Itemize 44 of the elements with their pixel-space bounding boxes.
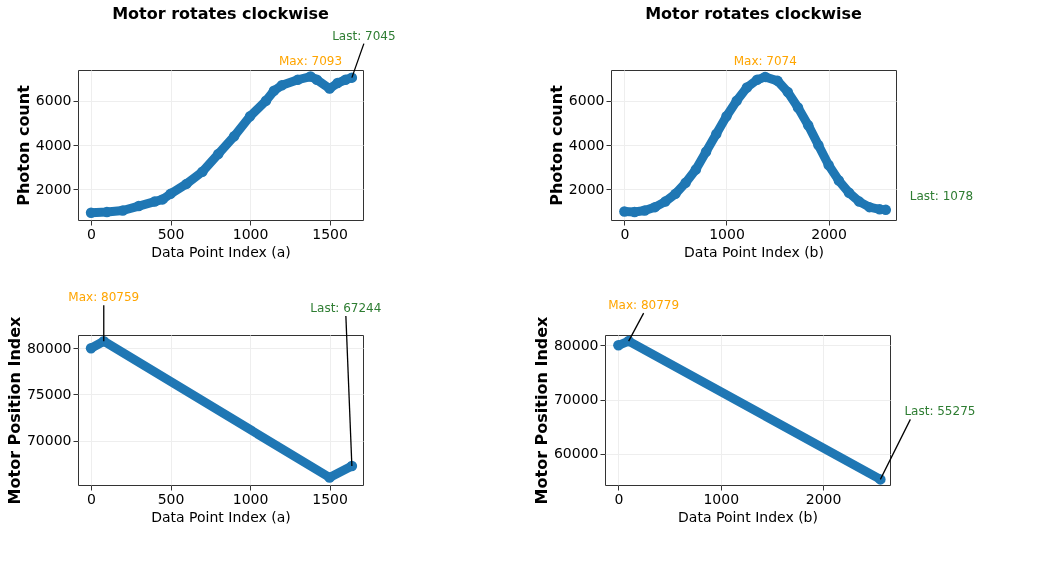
annotation: Max: 80759 — [68, 290, 140, 305]
x-tick-label: 2000 — [811, 225, 847, 242]
y-tick-label: 4000 — [568, 136, 605, 153]
x-axis-title: Data Point Index (a) — [151, 508, 291, 525]
x-tick-label: 500 — [157, 225, 185, 242]
annotation: Max: 7093 — [278, 53, 343, 68]
x-tick-label: 1000 — [232, 225, 269, 242]
x-tick-label: 0 — [614, 490, 624, 507]
y-axis-title: Motor Position Index — [531, 315, 551, 505]
chart-title: Motor rotates clockwise — [112, 4, 329, 23]
chart-title: Motor rotates clockwise — [645, 4, 862, 23]
y-tick-label: 70000 — [553, 391, 599, 408]
y-tick-label: 80000 — [553, 336, 599, 353]
annotation: Last: 1078 — [909, 188, 974, 203]
x-axis-title: Data Point Index (a) — [151, 243, 291, 260]
annotation: Last: 55275 — [904, 404, 976, 419]
x-axis-title: Data Point Index (b) — [678, 508, 818, 525]
x-tick-label: 1000 — [709, 225, 745, 242]
y-tick-label: 2000 — [35, 180, 72, 197]
x-tick-label: 2000 — [805, 490, 842, 507]
y-tick-label: 60000 — [553, 445, 599, 462]
y-tick-label: 6000 — [35, 92, 72, 109]
y-axis-title: Photon count — [13, 84, 33, 206]
x-tick-label: 0 — [87, 490, 96, 507]
annotation: Last: 67244 — [310, 301, 382, 316]
x-tick-label: 1000 — [703, 490, 740, 507]
x-tick-label: 0 — [87, 225, 96, 242]
x-tick-label: 1000 — [232, 490, 269, 507]
y-axis-title: Photon count — [546, 84, 566, 206]
x-tick-label: 0 — [620, 225, 630, 242]
y-tick-label: 80000 — [26, 339, 72, 356]
x-axis-title: Data Point Index (b) — [684, 243, 824, 260]
y-tick-label: 4000 — [35, 136, 72, 153]
y-tick-label: 2000 — [568, 180, 605, 197]
y-axis-title: Motor Position Index — [4, 315, 24, 505]
annotation: Max: 80779 — [608, 298, 680, 313]
x-tick-label: 500 — [157, 490, 185, 507]
y-tick-label: 75000 — [26, 385, 72, 402]
annotation: Last: 7045 — [332, 28, 396, 43]
x-tick-label: 1500 — [312, 225, 348, 242]
y-tick-label: 70000 — [26, 432, 72, 449]
x-tick-label: 1500 — [312, 490, 348, 507]
y-tick-label: 6000 — [568, 92, 605, 109]
annotation: Max: 7074 — [733, 54, 797, 68]
